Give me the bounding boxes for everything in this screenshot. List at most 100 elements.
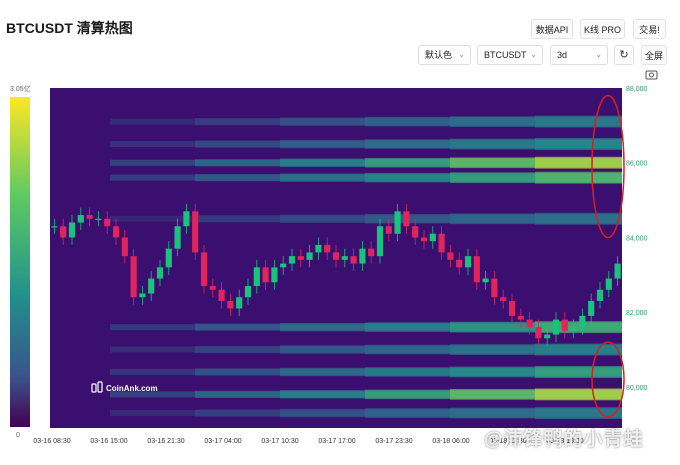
x-tick-label: 03-18 19:00 bbox=[546, 438, 583, 445]
candle-body bbox=[385, 226, 392, 234]
range-select[interactable]: 3d ⌄ bbox=[550, 45, 608, 65]
candle-body bbox=[227, 300, 234, 309]
y-axis: 88,000 86,000 84,000 82,000 80,000 bbox=[626, 86, 648, 392]
kline-pro-button[interactable]: K线 PRO bbox=[580, 19, 625, 39]
symbol-value: BTCUSDT bbox=[484, 50, 527, 60]
range-value: 3d bbox=[557, 50, 568, 60]
candle-body bbox=[209, 286, 216, 290]
liquidation-heatmap-chart: 3.05亿 0 88,000 86,000 84,000 82,000 80,000 0… bbox=[10, 70, 658, 445]
x-tick-label: 03-16 21:30 bbox=[147, 438, 184, 445]
candle-body bbox=[552, 319, 560, 335]
heatmap-band bbox=[535, 365, 622, 378]
candle-body bbox=[104, 218, 111, 227]
x-tick-label: 03-17 23:30 bbox=[375, 438, 412, 445]
candle-body bbox=[200, 252, 208, 287]
camera-icon[interactable] bbox=[645, 70, 658, 80]
candle-body bbox=[130, 256, 137, 298]
candle-body bbox=[86, 215, 93, 219]
chevron-down-icon: ⌄ bbox=[458, 50, 465, 59]
candle-body bbox=[262, 267, 269, 283]
color-scheme-value: 默认色 bbox=[425, 50, 453, 60]
candle-body bbox=[183, 211, 190, 227]
candle-body bbox=[614, 263, 621, 279]
candle-body bbox=[579, 315, 586, 328]
candle-body bbox=[508, 300, 516, 316]
y-tick-label: 82,000 bbox=[626, 310, 648, 317]
color-scheme-select[interactable]: 默认色 ⌄ bbox=[418, 45, 471, 65]
x-tick-label: 03-16 15:00 bbox=[90, 438, 127, 445]
candle-body bbox=[271, 267, 278, 283]
watermark-text: @沛锋鸭的小青蛙 bbox=[484, 429, 644, 450]
candle-body bbox=[412, 226, 419, 238]
chevron-down-icon: ⌄ bbox=[530, 50, 537, 59]
candle-body bbox=[350, 256, 357, 264]
x-axis: 03-16 08:30 03-16 15:00 03-16 21:30 03-17 0… bbox=[33, 438, 583, 445]
data-api-button[interactable]: 数据API bbox=[531, 19, 573, 39]
candle-body bbox=[68, 222, 76, 238]
heatmap-band bbox=[535, 171, 622, 184]
candle-body bbox=[359, 248, 366, 264]
trade-button[interactable]: 交易! bbox=[633, 19, 666, 39]
x-tick-label: 03-17 04:00 bbox=[204, 438, 241, 445]
candle-body bbox=[596, 289, 604, 301]
x-tick-label: 03-18 06:00 bbox=[432, 438, 469, 445]
logo-icon-bar bbox=[97, 381, 103, 393]
candle-body bbox=[403, 211, 410, 227]
highlight-ellipse bbox=[591, 341, 625, 418]
x-tick-label: 03-16 08:30 bbox=[33, 438, 70, 445]
candle-body bbox=[315, 244, 322, 253]
candle-body bbox=[280, 263, 287, 268]
candle-body bbox=[60, 226, 67, 238]
y-tick-label: 80,000 bbox=[626, 385, 648, 392]
candle-body bbox=[156, 267, 164, 279]
logo-text: CoinAnk.com bbox=[106, 384, 158, 393]
candle-body bbox=[165, 248, 172, 268]
price-candles bbox=[51, 203, 621, 346]
x-tick-label: 03-17 17:00 bbox=[318, 438, 355, 445]
candle-body bbox=[544, 334, 551, 339]
candle-body bbox=[192, 211, 199, 253]
x-tick-label: 03-17 10:30 bbox=[261, 438, 298, 445]
symbol-select[interactable]: BTCUSDT ⌄ bbox=[477, 45, 543, 65]
candle-body bbox=[174, 226, 181, 249]
candle-body bbox=[368, 248, 375, 257]
candle-body bbox=[324, 244, 331, 253]
y-tick-label: 86,000 bbox=[626, 161, 648, 168]
heatmap-band bbox=[535, 388, 622, 401]
candle-body bbox=[447, 252, 454, 260]
candle-body bbox=[297, 256, 304, 260]
page-title: BTCUSDT 清算热图 bbox=[6, 20, 133, 36]
y-tick-label: 88,000 bbox=[626, 86, 648, 93]
refresh-button[interactable]: ↻ bbox=[614, 45, 634, 65]
candle-body bbox=[605, 278, 612, 290]
candle-body bbox=[464, 256, 472, 268]
candle-body bbox=[148, 278, 155, 294]
candle-body bbox=[491, 278, 498, 298]
candle-body bbox=[51, 226, 58, 228]
heatmap-band bbox=[535, 212, 622, 225]
candle-body bbox=[236, 297, 243, 309]
candle-body bbox=[95, 218, 102, 220]
heatmap-band bbox=[535, 343, 622, 356]
candle-body bbox=[77, 215, 84, 223]
candle-body bbox=[306, 252, 313, 260]
candle-body bbox=[253, 267, 260, 287]
chevron-down-icon: ⌄ bbox=[595, 50, 602, 59]
highlighted-zones bbox=[591, 94, 625, 418]
candle-body bbox=[456, 259, 463, 268]
fullscreen-button[interactable]: 全屏 bbox=[641, 45, 667, 65]
y-tick-label: 84,000 bbox=[626, 235, 648, 242]
colorbar-min-label: 0 bbox=[16, 432, 20, 439]
coinank-logo: CoinAnk.com bbox=[91, 381, 158, 393]
candle-body bbox=[121, 237, 128, 257]
x-tick-label: 03-18 12:30 bbox=[489, 438, 526, 445]
liquidation-bands bbox=[110, 115, 622, 420]
heatmap-band bbox=[535, 407, 622, 420]
candle-body bbox=[244, 286, 252, 298]
candle-body bbox=[438, 233, 445, 253]
candle-body bbox=[139, 293, 146, 298]
candle-body bbox=[429, 233, 436, 242]
candle-body bbox=[112, 226, 120, 238]
candle-body bbox=[341, 256, 348, 260]
candle-body bbox=[561, 319, 568, 331]
